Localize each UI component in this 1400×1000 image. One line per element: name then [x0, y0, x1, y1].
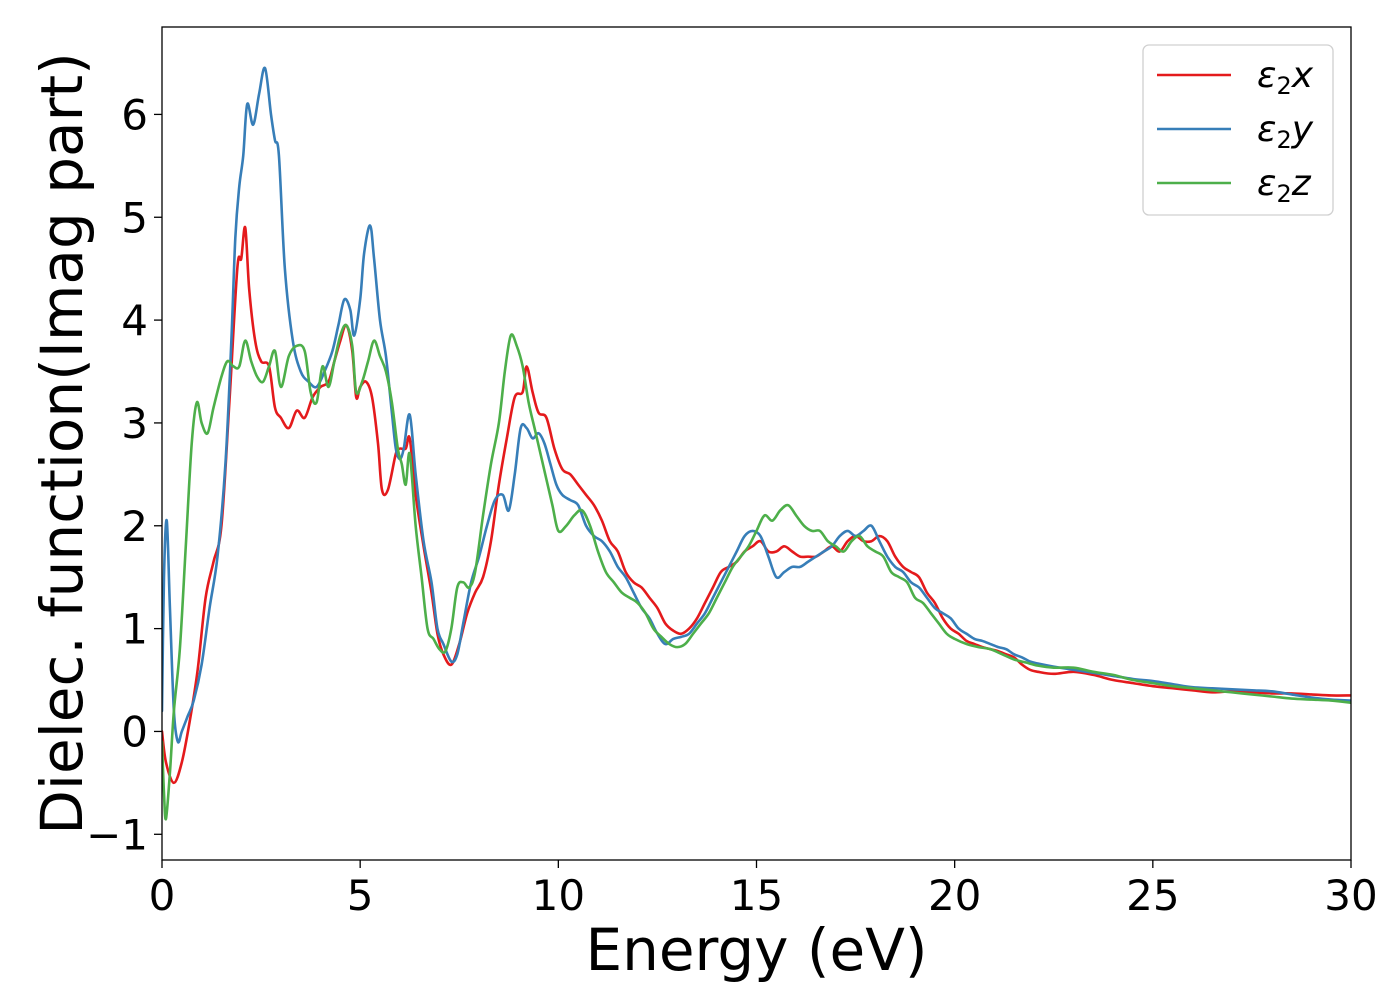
x-axis-label: Energy (eV)	[585, 916, 927, 984]
y-tick-label: 4	[121, 296, 148, 345]
legend: ε2x ε2y ε2z	[1142, 44, 1334, 216]
series-line-y	[162, 66, 1351, 744]
y-tick-label: 6	[121, 90, 148, 139]
y-tick-label: −1	[86, 810, 148, 859]
y-axis-ticks: −1 0 1 2 3 4 5 6	[86, 90, 162, 859]
y-tick-label: 2	[121, 502, 148, 551]
x-tick-label: 30	[1324, 871, 1377, 920]
y-tick-label: 3	[121, 399, 148, 448]
x-tick-label: 20	[928, 871, 981, 920]
legend-label-z: ε2z	[1257, 163, 1312, 208]
x-tick-label: 10	[532, 871, 585, 920]
y-tick-label: 0	[121, 707, 148, 756]
series-layer	[162, 66, 1351, 821]
legend-box	[1142, 44, 1334, 216]
x-axis-ticks: 0 5 10 15 20 25 30	[149, 860, 1378, 920]
series-line-z	[162, 323, 1351, 821]
y-axis-label: Dielec. function(Imag part)	[28, 52, 96, 835]
x-tick-label: 5	[347, 871, 374, 920]
y-tick-label: 1	[121, 605, 148, 654]
x-tick-label: 15	[730, 871, 783, 920]
legend-label-x: ε2x	[1257, 55, 1314, 100]
y-tick-label: 5	[121, 193, 148, 242]
legend-label-y: ε2y	[1257, 109, 1314, 154]
x-tick-label: 0	[149, 871, 176, 920]
series-lines	[162, 66, 1351, 821]
x-tick-label: 25	[1126, 871, 1179, 920]
